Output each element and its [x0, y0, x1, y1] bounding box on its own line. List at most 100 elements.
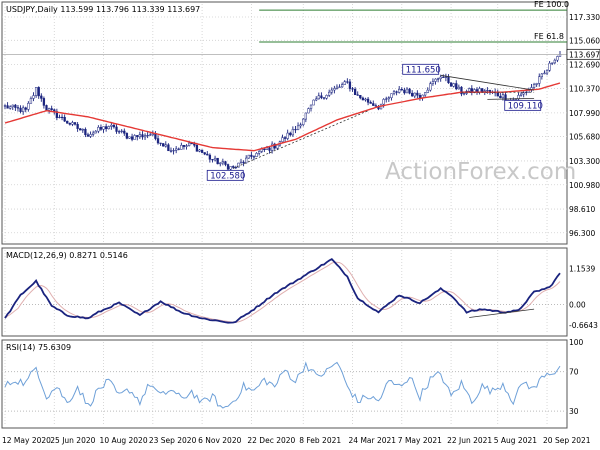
- price-candle: [45, 104, 48, 111]
- price-candle: [14, 104, 17, 111]
- candle-body: [291, 129, 295, 136]
- price-candle: [107, 125, 110, 130]
- candle-body: [32, 95, 35, 99]
- price-candle: [330, 87, 333, 95]
- price-candle: [291, 126, 295, 137]
- price-candle: [9, 105, 12, 110]
- candle-body: [149, 134, 152, 136]
- candle-body: [545, 70, 549, 74]
- channel-lower-trendline: [487, 97, 535, 100]
- price-candle: [141, 131, 144, 140]
- candle-body: [40, 95, 43, 99]
- candle-body: [283, 137, 287, 139]
- last-price-label: 113.697: [569, 50, 600, 59]
- price-candle: [535, 82, 538, 87]
- candle-body: [112, 124, 116, 128]
- candle-body: [115, 126, 118, 132]
- candle-body: [213, 157, 217, 161]
- price-candle: [346, 78, 349, 84]
- price-candle: [374, 103, 378, 107]
- candle-body: [434, 78, 437, 82]
- candle-body: [175, 148, 178, 151]
- price-candle: [499, 92, 502, 99]
- price-candle: [175, 146, 178, 154]
- price-candle: [302, 118, 305, 127]
- price-annotation-label: 111.650: [406, 65, 441, 75]
- price-candle: [543, 70, 546, 75]
- candle-body: [457, 86, 461, 90]
- candle-body: [58, 116, 61, 119]
- price-candle: [322, 96, 326, 100]
- x-tick-label: 22 Jun 2021: [447, 436, 492, 445]
- candle-body: [330, 89, 333, 93]
- price-candle: [120, 129, 123, 134]
- price-candle: [372, 100, 375, 106]
- price-candle: [364, 97, 367, 102]
- price-annotation-box: [402, 63, 440, 75]
- candle-body: [338, 86, 341, 88]
- candle-body: [250, 154, 253, 157]
- candle-body: [553, 59, 556, 64]
- price-candle: [411, 90, 414, 97]
- candle-body: [226, 164, 230, 170]
- candle-body: [162, 143, 165, 147]
- candle-body: [24, 107, 27, 110]
- price-candle: [40, 93, 43, 102]
- price-candle: [468, 87, 471, 93]
- price-candle: [304, 112, 307, 123]
- candle-body: [408, 88, 411, 94]
- price-candle: [149, 132, 152, 136]
- candle-body: [172, 150, 175, 152]
- price-y-tick-label: 115.060: [569, 36, 600, 45]
- candle-body: [395, 91, 398, 93]
- candle-body: [182, 144, 186, 147]
- price-candle: [333, 85, 336, 94]
- candle-body: [229, 166, 232, 170]
- candle-body: [551, 62, 554, 64]
- candle-body: [34, 87, 38, 96]
- price-candle: [237, 162, 240, 168]
- candle-body: [333, 88, 336, 91]
- candle-body: [99, 127, 103, 130]
- candle-body: [519, 93, 523, 96]
- price-candle: [283, 136, 287, 142]
- price-annotation-label: 102.580: [210, 171, 245, 181]
- price-candle: [340, 82, 344, 88]
- price-annotation-label: 109.110: [508, 101, 543, 111]
- price-y-tick-label: 117.330: [569, 13, 600, 22]
- candle-body: [180, 144, 183, 150]
- price-candle: [426, 87, 429, 94]
- price-candle: [270, 141, 274, 154]
- candle-body: [442, 76, 445, 78]
- channel-upper-trendline: [440, 74, 535, 91]
- candle-body: [403, 89, 406, 94]
- candle-body: [84, 128, 87, 136]
- price-candle: [351, 86, 354, 92]
- price-candle: [133, 134, 136, 140]
- candle-body: [374, 105, 378, 107]
- candle-body: [392, 91, 396, 94]
- rsi-panel: [1, 339, 568, 429]
- price-candle: [84, 127, 87, 138]
- price-candle: [545, 69, 549, 76]
- price-candle: [258, 150, 261, 156]
- price-candle: [387, 96, 390, 102]
- price-candle: [63, 114, 66, 122]
- price-candle: [167, 143, 170, 152]
- candle-body: [481, 88, 484, 92]
- candle-body: [351, 88, 354, 90]
- candle-body: [340, 84, 344, 88]
- candle-body: [252, 156, 256, 158]
- rsi-y-tick-label: 30: [569, 407, 579, 416]
- candle-body: [522, 92, 525, 95]
- last-price-box: [566, 48, 600, 60]
- price-candle: [405, 87, 409, 94]
- candle-body: [22, 107, 25, 112]
- price-candle: [92, 130, 95, 137]
- price-candle: [177, 147, 180, 151]
- x-tick-label: 24 Mar 2021: [349, 436, 397, 445]
- candle-body: [9, 106, 12, 109]
- price-candle: [289, 131, 292, 137]
- candle-body: [416, 92, 419, 96]
- candle-body: [353, 88, 357, 96]
